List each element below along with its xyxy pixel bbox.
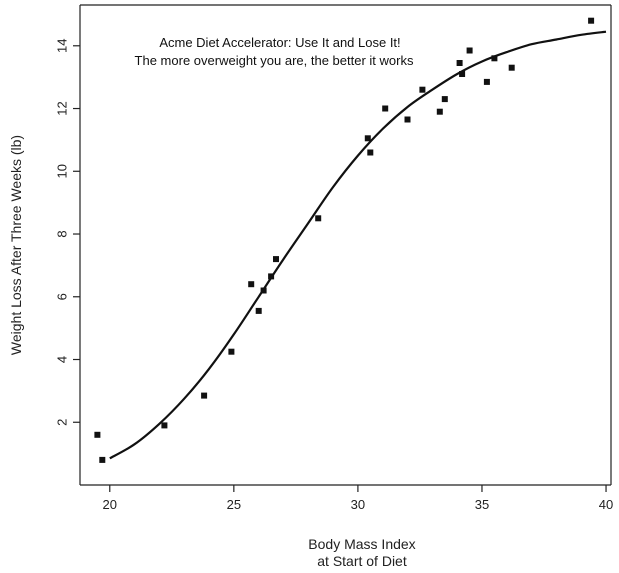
annotation-line-1: Acme Diet Accelerator: Use It and Lose I… <box>159 35 400 50</box>
data-point <box>459 71 466 77</box>
data-point <box>248 281 255 288</box>
x-tick-label: 35 <box>475 497 489 512</box>
data-point <box>228 348 235 355</box>
data-point <box>273 256 279 263</box>
annotation-line-2: The more overweight you are, the better … <box>135 53 414 68</box>
x-tick-label: 20 <box>103 497 117 512</box>
data-point <box>466 47 473 54</box>
plot-frame <box>79 4 612 486</box>
data-point <box>94 431 101 438</box>
data-point <box>255 307 262 314</box>
y-tick-label: 4 <box>55 356 70 363</box>
data-point <box>268 273 275 280</box>
y-tick-label: 14 <box>55 39 70 53</box>
y-tick-label: 2 <box>55 419 70 426</box>
data-point <box>441 96 448 103</box>
x-axis-ticks: 20 25 30 35 40 <box>103 485 613 512</box>
x-axis-title-line-1: Body Mass Index <box>308 536 415 552</box>
data-point <box>315 215 322 222</box>
data-point <box>161 422 168 429</box>
fit-curve <box>109 30 607 460</box>
y-tick-label: 12 <box>55 101 70 115</box>
x-tick-label: 25 <box>227 497 241 512</box>
data-point <box>404 116 411 123</box>
x-tick-label: 30 <box>351 497 365 512</box>
data-point <box>201 392 208 399</box>
data-point <box>364 135 371 142</box>
data-point <box>367 149 374 156</box>
data-point <box>588 17 595 24</box>
x-axis-title-line-2: at Start of Diet <box>317 553 407 569</box>
data-point <box>456 60 463 66</box>
y-tick-label: 8 <box>55 230 70 237</box>
data-point <box>419 86 426 93</box>
data-point <box>436 108 443 115</box>
y-tick-label: 10 <box>55 164 70 178</box>
y-axis-title: Weight Loss After Three Weeks (lb) <box>8 135 24 355</box>
data-point <box>99 456 106 463</box>
data-point <box>483 78 490 85</box>
y-axis-ticks: 2 4 6 8 10 12 14 <box>55 39 80 426</box>
y-tick-label: 6 <box>55 293 70 300</box>
data-point <box>260 287 267 294</box>
data-points <box>94 17 595 463</box>
data-point <box>382 105 389 112</box>
data-point <box>491 55 498 62</box>
x-tick-label: 40 <box>599 497 613 512</box>
data-point <box>508 64 515 71</box>
